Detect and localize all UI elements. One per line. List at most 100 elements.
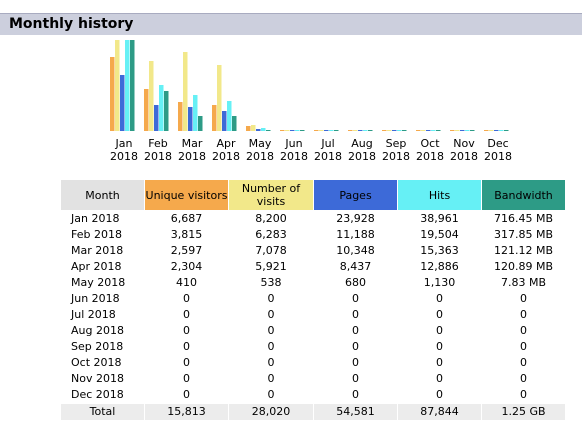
bar-hits-dec [499,130,504,131]
bar-number-of-visits-apr [217,65,222,131]
table-row: Feb 2018 3,815 6,283 11,188 19,504 317.85 MB [60,227,566,243]
bar-hits-apr [227,101,232,131]
column-header-unique-visitors: Unique visitors [144,179,229,211]
x-tick-month-apr: Apr [216,137,236,150]
cell-bandwidth: 0 [481,355,566,371]
cell-pages: 0 [313,291,398,307]
x-tick-month-dec: Dec [487,137,508,150]
total-hits: 87,844 [397,403,482,420]
bar-bandwidth-feb [164,91,169,131]
column-header-bandwidth: Bandwidth [481,179,566,211]
bar-unique-visitors-sep [382,130,387,131]
cell-visits: 5,921 [228,259,314,275]
bar-number-of-visits-aug [353,130,358,131]
bar-unique-visitors-nov [450,130,455,131]
x-tick-month-sep: Sep [386,137,407,150]
cell-hits: 0 [397,371,482,387]
bar-hits-feb [159,85,164,131]
bar-unique-visitors-jul [314,130,319,131]
column-header-month: Month [60,179,145,211]
x-tick-month-jun: Jun [284,137,302,150]
x-tick-month-may: May [249,137,272,150]
bar-unique-visitors-feb [144,89,149,131]
x-tick-month-nov: Nov [453,137,475,150]
cell-visits: 7,078 [228,243,314,259]
cell-pages: 10,348 [313,243,398,259]
cell-month: Nov 2018 [60,371,145,387]
x-tick-year-jul: 2018 [314,150,342,163]
cell-visitors: 0 [144,307,229,323]
bar-pages-may [256,129,261,131]
cell-pages: 0 [313,323,398,339]
bar-hits-jul [329,130,334,131]
bar-unique-visitors-may [246,126,251,131]
table-row: Nov 2018 0 0 0 0 0 [60,371,566,387]
cell-hits: 19,504 [397,227,482,243]
cell-month: Dec 2018 [60,387,145,404]
cell-visitors: 0 [144,323,229,339]
cell-hits: 1,130 [397,275,482,291]
cell-visits: 0 [228,371,314,387]
table-row: Jan 2018 6,687 8,200 23,928 38,961 716.45 MB [60,210,566,227]
bar-pages-feb [154,105,159,131]
cell-month: Oct 2018 [60,355,145,371]
bar-pages-mar [188,107,193,131]
cell-pages: 0 [313,371,398,387]
cell-visits: 0 [228,387,314,404]
total-visitors: 15,813 [144,403,229,420]
total-visits: 28,020 [228,403,314,420]
cell-visitors: 2,304 [144,259,229,275]
cell-pages: 8,437 [313,259,398,275]
cell-visits: 0 [228,307,314,323]
cell-pages: 11,188 [313,227,398,243]
x-tick-year-dec: 2018 [484,150,512,163]
bar-number-of-visits-sep [387,130,392,131]
cell-visits: 0 [228,355,314,371]
bar-number-of-visits-dec [489,130,494,131]
x-tick-year-jan: 2018 [110,150,138,163]
table-row: Jun 2018 0 0 0 0 0 [60,291,566,307]
cell-visitors: 410 [144,275,229,291]
cell-hits: 0 [397,387,482,404]
bar-pages-jan [120,75,125,131]
column-header-hits: Hits [397,179,482,211]
bar-hits-jan [125,40,130,131]
total-pages: 54,581 [313,403,398,420]
bar-bandwidth-apr [232,116,237,131]
cell-pages: 0 [313,307,398,323]
x-tick-month-aug: Aug [351,137,372,150]
bar-bandwidth-jul [334,130,339,131]
total-bandwidth: 1.25 GB [481,403,566,420]
bar-number-of-visits-nov [455,130,460,131]
cell-pages: 680 [313,275,398,291]
cell-bandwidth: 0 [481,307,566,323]
x-tick-year-oct: 2018 [416,150,444,163]
table-total-row: Total 15,813 28,020 54,581 87,844 1.25 GB [60,403,566,420]
x-tick-month-jan: Jan [115,137,133,150]
cell-bandwidth: 121.12 MB [481,243,566,259]
cell-hits: 12,886 [397,259,482,275]
cell-visits: 6,283 [228,227,314,243]
cell-visitors: 0 [144,339,229,355]
table-body: Jan 2018 6,687 8,200 23,928 38,961 716.45 MB F… [60,210,566,420]
cell-month: Apr 2018 [60,259,145,275]
monthly-history-table: Month Unique visitors Number of visits P… [60,179,566,420]
bar-pages-dec [494,130,499,131]
table-row: May 2018 410 538 680 1,130 7.83 MB [60,275,566,291]
cell-visitors: 2,597 [144,243,229,259]
x-tick-year-may: 2018 [246,150,274,163]
cell-hits: 38,961 [397,210,482,227]
bar-pages-sep [392,130,397,131]
bar-bandwidth-nov [470,130,475,131]
cell-visitors: 3,815 [144,227,229,243]
bar-unique-visitors-apr [212,105,217,131]
bar-hits-may [261,128,266,131]
x-tick-month-feb: Feb [148,137,167,150]
bar-pages-apr [222,111,227,131]
section-header: Monthly history [0,0,582,35]
bar-number-of-visits-jun [285,130,290,131]
bar-unique-visitors-jan [110,57,115,131]
bar-unique-visitors-oct [416,130,421,131]
cell-month: Sep 2018 [60,339,145,355]
bar-unique-visitors-aug [348,130,353,131]
